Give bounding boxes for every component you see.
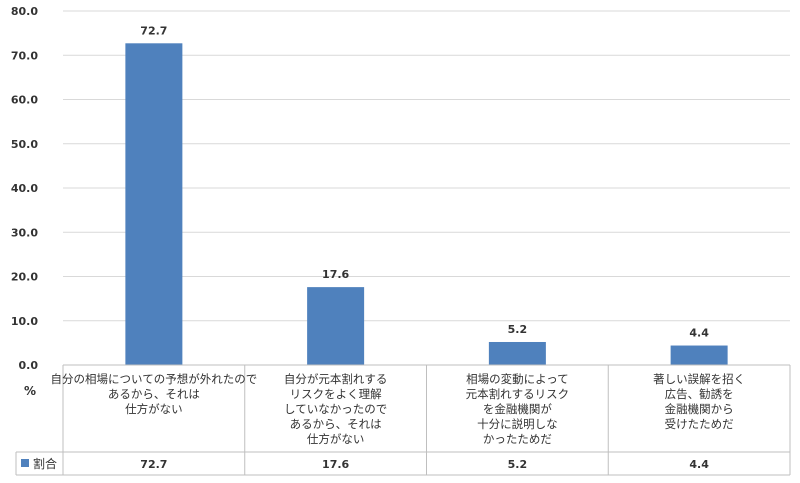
category-label: 相場の変動によって xyxy=(466,372,569,386)
y-axis-unit-label: % xyxy=(24,384,36,398)
category-label: 自分が元本割れする xyxy=(284,372,388,386)
category-label: を金融機関が xyxy=(483,402,552,416)
bar xyxy=(125,43,183,366)
category-label: リスクをよく理解 xyxy=(290,387,382,401)
y-tick-label: 80.0 xyxy=(11,5,38,18)
category-label: 仕方がない xyxy=(307,432,365,446)
y-tick-label: 20.0 xyxy=(11,271,38,284)
table-value-cell: 4.4 xyxy=(689,458,709,471)
legend-series-name: 割合 xyxy=(33,456,57,471)
category-label: あるから、それは xyxy=(290,417,382,431)
category-label: あるから、それは xyxy=(108,387,200,401)
category-label: 広告、勧誘を xyxy=(665,387,734,401)
bar-value-label: 72.7 xyxy=(140,24,167,37)
category-label: 元本割れするリスク xyxy=(466,387,570,401)
bars xyxy=(125,43,728,366)
category-label: していなかったので xyxy=(284,402,387,416)
bar-value-label: 17.6 xyxy=(322,268,349,281)
category-label: 仕方がない xyxy=(125,402,183,416)
table-value-cell: 17.6 xyxy=(322,458,349,471)
bar-value-label: 4.4 xyxy=(689,327,709,340)
bar xyxy=(670,345,728,365)
category-label: 十分に説明しな xyxy=(477,417,558,431)
y-tick-label: 40.0 xyxy=(11,182,38,195)
y-tick-label: 10.0 xyxy=(11,315,38,328)
bar xyxy=(307,287,365,365)
category-label: 著しい誤解を招く xyxy=(653,372,745,386)
bar xyxy=(488,341,546,365)
category-label: 自分の相場についての予想が外れたので xyxy=(51,372,258,386)
data-table: %自分の相場についての予想が外れたのであるから、それは仕方がない自分が元本割れす… xyxy=(15,364,791,476)
y-tick-label: 70.0 xyxy=(11,49,38,62)
gridlines xyxy=(63,10,790,322)
category-label: 金融機関から xyxy=(665,402,734,416)
data-labels: 72.7 17.6 5.2 4.4 xyxy=(140,24,709,339)
table-value-cell: 5.2 xyxy=(508,458,528,471)
category-label: かったためだ xyxy=(483,432,552,446)
category-label: 受けたためだ xyxy=(665,417,734,431)
table-value-cell: 72.7 xyxy=(140,458,167,471)
legend-swatch xyxy=(21,459,29,467)
y-tick-label: 60.0 xyxy=(11,94,38,107)
y-tick-label: 50.0 xyxy=(11,138,38,151)
y-tick-label: 30.0 xyxy=(11,226,38,239)
bar-value-label: 5.2 xyxy=(508,323,528,336)
y-tick-label: 0.0 xyxy=(19,359,39,372)
y-axis-ticks: 0.0 10.0 20.0 30.0 40.0 50.0 60.0 70.0 80.0 xyxy=(11,5,38,372)
